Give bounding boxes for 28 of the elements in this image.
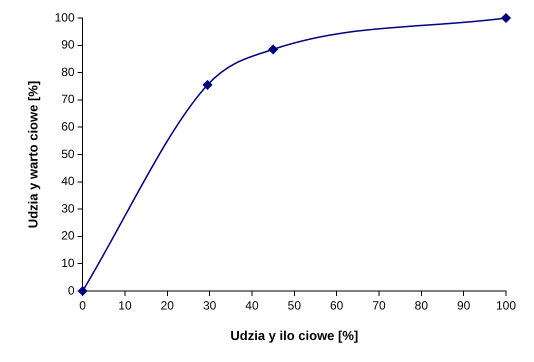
y-tick-label: 10 [61, 256, 75, 270]
x-tick-label: 40 [245, 298, 259, 313]
y-tick-label: 20 [61, 228, 75, 243]
y-tick-label: 30 [61, 201, 75, 216]
y-tick-label: 80 [61, 64, 75, 79]
y-tick-label: 60 [61, 120, 75, 134]
x-tick-label: 10 [118, 298, 132, 313]
x-tick-label: 30 [202, 298, 217, 313]
x-tick-label: 20 [160, 298, 174, 313]
point [268, 44, 278, 54]
y-axis-title: Udzia y warto ciowe [%] [25, 80, 40, 228]
y-tick-label: 40 [61, 174, 75, 188]
y-tick-label: 0 [68, 283, 75, 298]
y-tick-label: 100 [54, 10, 75, 24]
x-tick-label: 80 [414, 298, 428, 313]
point [202, 80, 212, 90]
x-tick-label: 90 [456, 298, 471, 313]
x-axis-title: Udzia y ilo ciowe [%] [230, 328, 358, 343]
point [501, 13, 511, 23]
y-tick-label: 70 [61, 92, 75, 106]
x-tick-label: 0 [79, 298, 86, 313]
y-tick-label: 50 [61, 146, 75, 161]
x-tick-label: 100 [496, 298, 516, 313]
x-tick-label: 60 [330, 298, 344, 313]
x-tick-label: 50 [288, 298, 302, 313]
y-tick-label: 90 [61, 38, 75, 52]
x-tick-label: 70 [372, 298, 386, 313]
point [78, 286, 88, 296]
